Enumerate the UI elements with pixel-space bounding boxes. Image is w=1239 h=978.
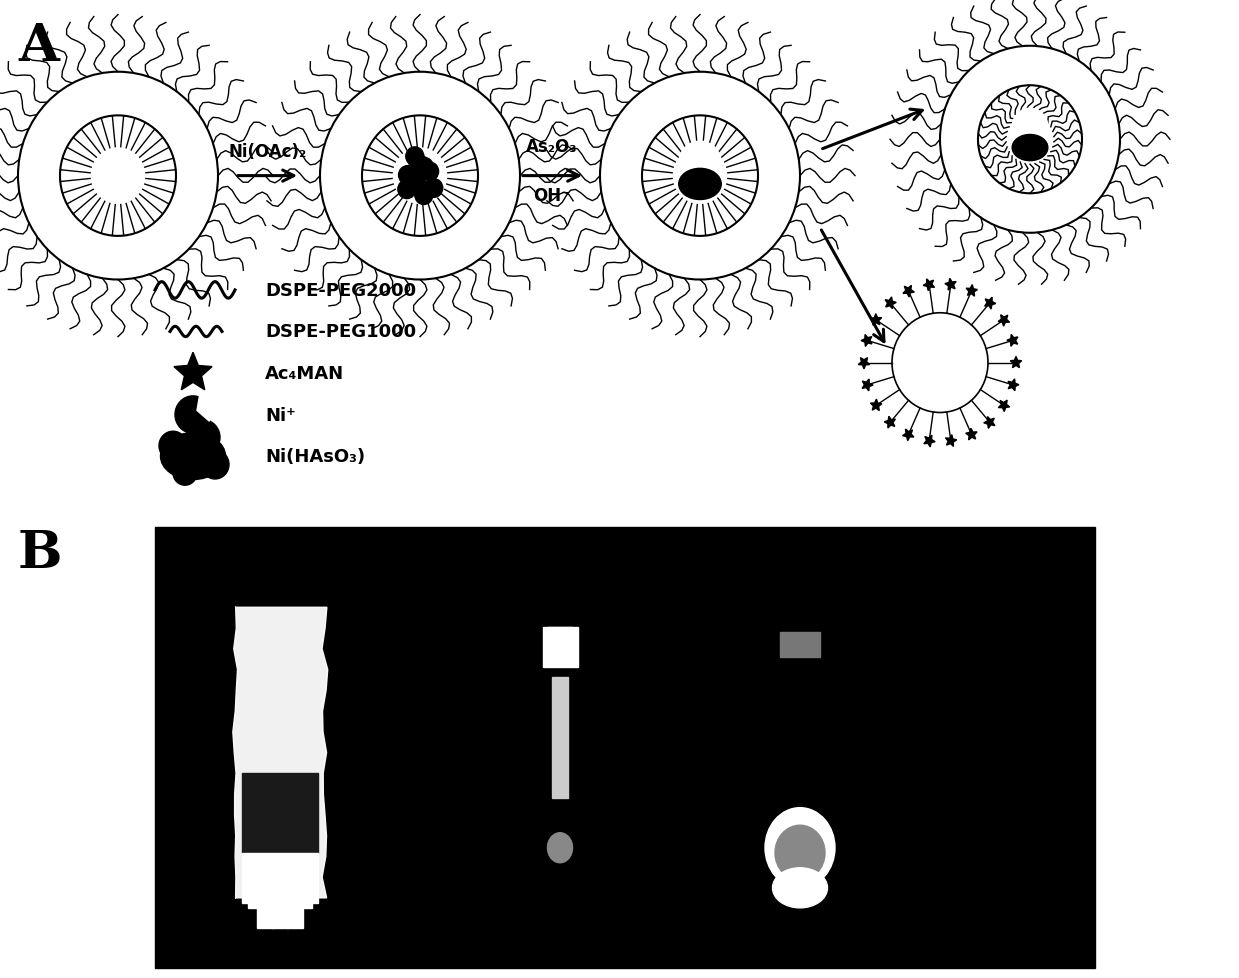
Circle shape: [415, 183, 434, 201]
Text: Ac₄MAN: Ac₄MAN: [265, 365, 344, 382]
Polygon shape: [861, 335, 872, 347]
Ellipse shape: [764, 808, 835, 888]
Bar: [242, 773, 318, 853]
Bar: [781, 633, 820, 657]
Circle shape: [173, 461, 197, 486]
Polygon shape: [966, 286, 978, 297]
Polygon shape: [965, 428, 978, 440]
Circle shape: [904, 11, 1155, 270]
Polygon shape: [903, 287, 914, 297]
Text: DSPE-PEG1000: DSPE-PEG1000: [265, 323, 416, 341]
Bar: [548, 628, 572, 643]
Bar: [553, 678, 567, 798]
Circle shape: [282, 33, 558, 320]
Text: DSPE-PEG2000: DSPE-PEG2000: [265, 282, 416, 299]
Wedge shape: [197, 395, 213, 422]
Ellipse shape: [772, 867, 828, 908]
Wedge shape: [1012, 110, 1048, 128]
Circle shape: [403, 166, 421, 185]
Bar: [543, 628, 579, 668]
Polygon shape: [985, 298, 996, 310]
Circle shape: [399, 166, 416, 185]
Circle shape: [409, 155, 427, 173]
Polygon shape: [923, 280, 934, 291]
Ellipse shape: [548, 833, 572, 863]
Ellipse shape: [161, 433, 225, 480]
Circle shape: [415, 158, 434, 177]
Polygon shape: [233, 607, 328, 898]
Text: Ni(OAc)₂: Ni(OAc)₂: [229, 143, 307, 160]
Polygon shape: [885, 417, 896, 428]
Polygon shape: [902, 429, 914, 441]
Text: As₂O₃: As₂O₃: [527, 138, 577, 156]
Polygon shape: [999, 315, 1010, 327]
Circle shape: [644, 118, 756, 235]
Circle shape: [857, 277, 1023, 450]
Circle shape: [201, 451, 229, 479]
Polygon shape: [173, 353, 212, 390]
Polygon shape: [862, 379, 873, 391]
Polygon shape: [999, 401, 1010, 412]
Circle shape: [175, 396, 211, 434]
Bar: [248, 888, 312, 908]
Polygon shape: [945, 435, 957, 447]
Text: OH⁻: OH⁻: [534, 187, 570, 204]
Circle shape: [62, 118, 173, 235]
Polygon shape: [1009, 379, 1018, 391]
Circle shape: [408, 176, 426, 195]
Circle shape: [364, 118, 476, 235]
Circle shape: [415, 187, 432, 205]
Text: A: A: [19, 21, 59, 71]
Polygon shape: [870, 314, 882, 326]
Polygon shape: [885, 297, 896, 309]
Polygon shape: [1007, 335, 1018, 347]
Polygon shape: [945, 279, 957, 290]
Text: B: B: [19, 527, 62, 579]
Text: Ni⁺: Ni⁺: [265, 406, 296, 424]
Bar: [155, 527, 1095, 968]
Circle shape: [398, 181, 416, 200]
Wedge shape: [679, 142, 721, 164]
Polygon shape: [984, 418, 995, 429]
Bar: [273, 903, 287, 928]
Bar: [242, 853, 318, 903]
Polygon shape: [859, 358, 870, 370]
Circle shape: [0, 33, 256, 320]
Circle shape: [159, 431, 187, 461]
Circle shape: [403, 173, 420, 192]
Polygon shape: [1010, 357, 1022, 369]
Circle shape: [406, 148, 424, 166]
Polygon shape: [924, 436, 935, 448]
Bar: [256, 903, 273, 928]
Ellipse shape: [776, 825, 825, 880]
Circle shape: [425, 179, 442, 199]
Circle shape: [563, 33, 838, 320]
Ellipse shape: [1012, 135, 1048, 161]
Circle shape: [420, 163, 439, 182]
Ellipse shape: [679, 169, 721, 200]
Text: Ni(HAsO₃): Ni(HAsO₃): [265, 448, 366, 466]
Bar: [287, 903, 304, 928]
Circle shape: [980, 88, 1080, 192]
Circle shape: [186, 421, 221, 456]
Polygon shape: [871, 400, 882, 411]
